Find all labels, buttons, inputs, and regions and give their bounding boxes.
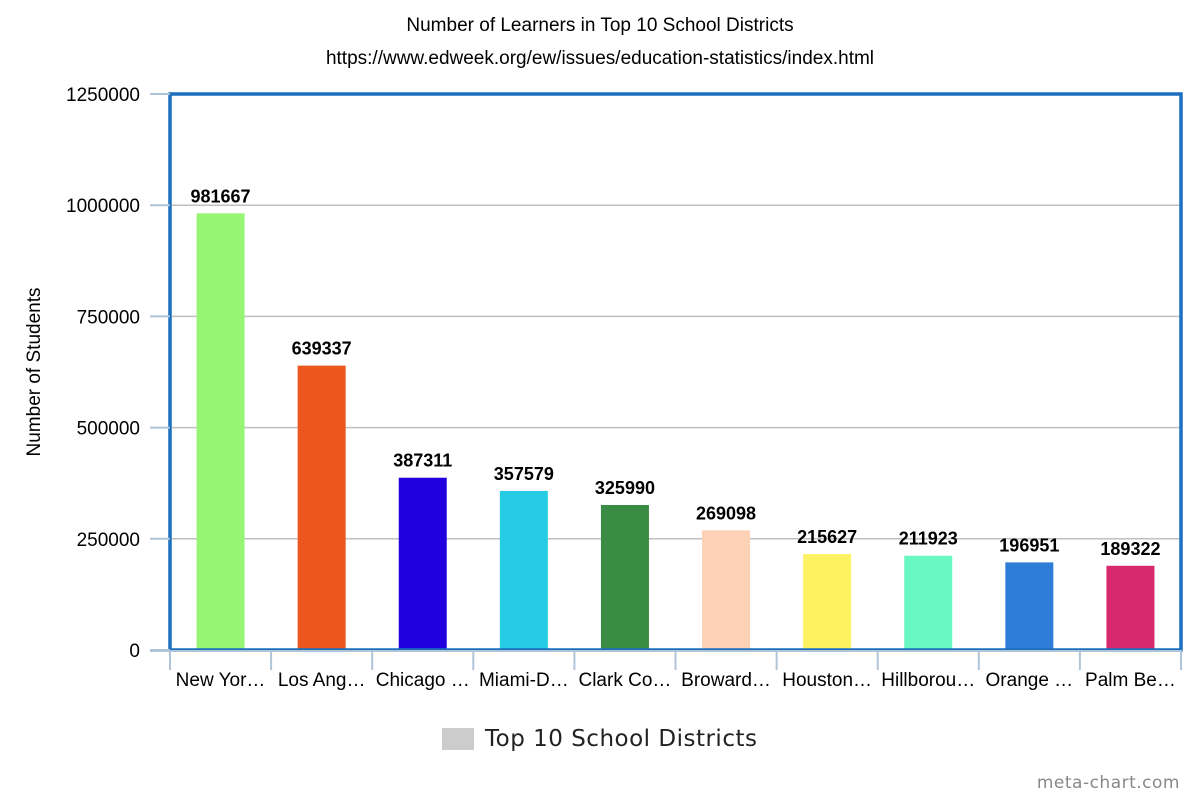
data-label: 357579 xyxy=(494,464,554,484)
bar xyxy=(702,530,751,650)
bar xyxy=(904,555,953,650)
x-tick-label: Houston… xyxy=(782,670,872,691)
y-tick-label: 250000 xyxy=(77,530,140,551)
data-label: 387311 xyxy=(393,451,452,471)
x-tick-label: Miami-D… xyxy=(479,670,569,691)
data-label: 325990 xyxy=(595,478,655,498)
bar xyxy=(1106,565,1155,650)
data-label: 189322 xyxy=(1100,539,1160,559)
bar xyxy=(398,477,447,650)
y-tick-label: 750000 xyxy=(77,307,140,328)
bar xyxy=(1005,562,1054,650)
y-tick-label: 500000 xyxy=(77,419,140,440)
x-tick-label: Los Ang… xyxy=(278,670,366,691)
data-label: 196951 xyxy=(999,535,1059,555)
legend-label: Top 10 School Districts xyxy=(485,726,758,752)
data-label: 981667 xyxy=(191,186,251,206)
y-tick-label: 1000000 xyxy=(66,196,140,217)
labels: 0 250000 500000 750000 1000000 1250000 981667 6… xyxy=(66,85,1176,691)
bar xyxy=(499,490,548,650)
x-tick-label: Broward… xyxy=(681,670,771,691)
data-label: 639337 xyxy=(292,339,352,359)
legend-swatch xyxy=(442,728,474,750)
x-tick-label: New Yor… xyxy=(176,670,266,691)
bar xyxy=(297,365,346,650)
bar xyxy=(196,213,245,650)
x-tick-label: Orange … xyxy=(986,670,1074,691)
bar xyxy=(803,554,852,650)
data-label: 269098 xyxy=(696,503,756,523)
data-label: 215627 xyxy=(797,527,857,547)
bars xyxy=(196,213,1155,650)
x-tick-label: Clark Co… xyxy=(578,670,671,691)
data-label: 211923 xyxy=(899,529,958,549)
y-tick-label: 0 xyxy=(129,641,140,662)
bar xyxy=(600,504,649,650)
legend: Top 10 School Districts xyxy=(442,726,757,752)
watermark: meta-chart.com xyxy=(1036,773,1180,793)
chart-subtitle: https://www.edweek.org/ew/issues/educati… xyxy=(325,48,875,69)
axes xyxy=(150,93,1182,670)
x-tick-label: Hillborou… xyxy=(881,670,975,691)
x-tick-label: Palm Be… xyxy=(1085,670,1176,691)
y-tick-label: 1250000 xyxy=(66,85,140,106)
chart-title: Number of Learners in Top 10 School Dist… xyxy=(406,15,794,36)
x-tick-label: Chicago … xyxy=(376,670,470,691)
